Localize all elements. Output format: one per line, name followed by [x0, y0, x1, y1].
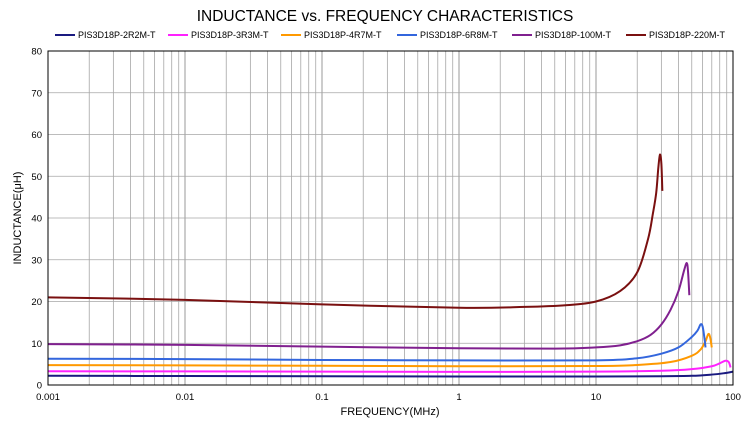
- y-tick-labels: 0 10 20 30 40 50 60 70 80: [31, 47, 42, 392]
- y-tick-label: 10: [31, 339, 42, 350]
- x-tick-label: 0.001: [36, 392, 60, 403]
- legend: PIS3D18P-2R2M-T PIS3D18P-3R3M-T PIS3D18P-4…: [55, 30, 726, 40]
- legend-item: PIS3D18P-3R3M-T: [168, 30, 269, 40]
- series-line-pis3d18p-2r2m-t: [47, 370, 734, 378]
- x-tick-label: 100: [725, 392, 741, 403]
- x-tick-labels: 0.001 0.01 0.1 1 10 100: [36, 392, 741, 403]
- legend-item: PIS3D18P-2R2M-T: [55, 30, 156, 40]
- series-line-pis3d18p-220m-t: [47, 153, 664, 309]
- legend-item: PIS3D18P-4R7M-T: [281, 30, 382, 40]
- series-line-pis3d18p-6r8m-t: [47, 323, 707, 362]
- legend-label: PIS3D18P-100M-T: [535, 30, 612, 40]
- y-axis-label: INDUCTANCE(μH): [12, 172, 24, 265]
- legend-item: PIS3D18P-100M-T: [512, 30, 612, 40]
- x-tick-label: 1: [456, 392, 461, 403]
- y-tick-label: 40: [31, 214, 42, 225]
- y-tick-label: 30: [31, 255, 42, 266]
- plot-frame: [47, 50, 734, 386]
- y-tick-label: 70: [31, 88, 42, 99]
- legend-label: PIS3D18P-3R3M-T: [191, 30, 269, 40]
- x-tick-label: 10: [591, 392, 602, 403]
- x-tick-label: 0.1: [315, 392, 328, 403]
- legend-item: PIS3D18P-220M-T: [626, 30, 726, 40]
- y-tick-label: 80: [31, 47, 42, 58]
- legend-label: PIS3D18P-220M-T: [649, 30, 726, 40]
- series-line-pis3d18p-100m-t: [47, 262, 691, 350]
- series-line-pis3d18p-3r3m-t: [47, 359, 732, 373]
- x-axis-label: FREQUENCY(MHz): [341, 406, 440, 418]
- y-tick-label: 0: [37, 381, 42, 392]
- legend-label: PIS3D18P-4R7M-T: [304, 30, 382, 40]
- chart-title: INDUCTANCE vs. FREQUENCY CHARACTERISTICS: [197, 8, 574, 25]
- y-tick-label: 50: [31, 172, 42, 183]
- legend-label: PIS3D18P-6R8M-T: [420, 30, 498, 40]
- legend-label: PIS3D18P-2R2M-T: [78, 30, 156, 40]
- y-tick-label: 20: [31, 297, 42, 308]
- series-lines: [47, 153, 734, 378]
- x-tick-label: 0.01: [176, 392, 195, 403]
- legend-item: PIS3D18P-6R8M-T: [397, 30, 498, 40]
- y-tick-label: 60: [31, 130, 42, 141]
- series-line-pis3d18p-4r7m-t: [47, 332, 713, 368]
